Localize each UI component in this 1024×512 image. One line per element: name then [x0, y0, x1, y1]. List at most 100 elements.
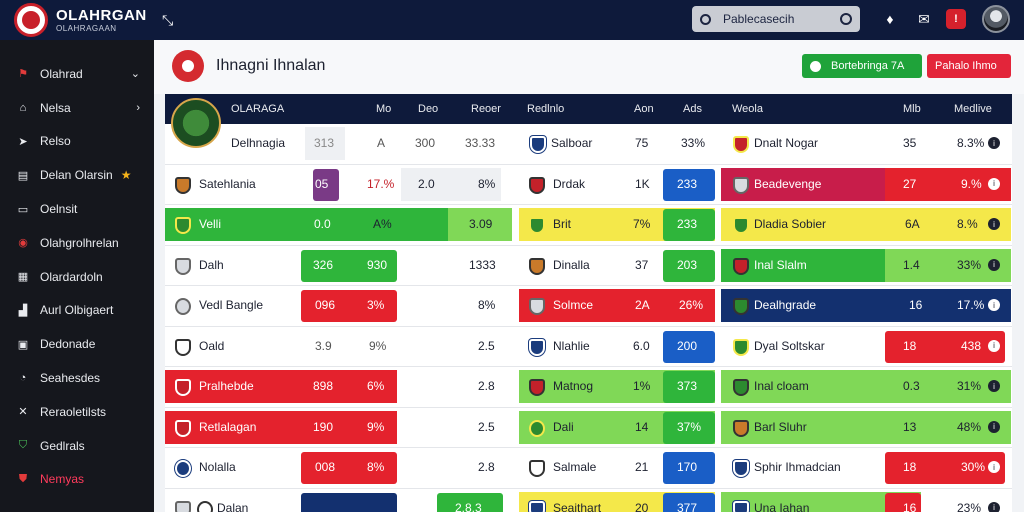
- team-name[interactable]: Pralhebde: [199, 379, 254, 393]
- sidebar-item-1[interactable]: ⌂ Nelsa ›: [0, 91, 154, 125]
- green-action-button[interactable]: Bortebringa 7A: [802, 54, 922, 78]
- team-name[interactable]: Velli: [199, 217, 222, 231]
- team-name[interactable]: Delhnagia: [231, 136, 286, 150]
- team-name[interactable]: Nlahlie: [553, 338, 590, 353]
- team-name[interactable]: Inal cloam: [754, 379, 809, 393]
- column-header[interactable]: Aon: [634, 103, 654, 115]
- star-icon[interactable]: ★: [120, 168, 132, 183]
- team-name[interactable]: Barl Sluhr: [754, 419, 807, 434]
- team-name[interactable]: Salboar: [551, 136, 593, 150]
- ticket-icon[interactable]: ✉: [918, 10, 930, 27]
- table-row[interactable]: Satehlania 05 17.% 2.0 8% Drdak 1K 233 B…: [165, 165, 1012, 205]
- notification-icon[interactable]: !: [946, 9, 966, 29]
- info-icon[interactable]: i: [988, 339, 1000, 352]
- info-icon[interactable]: i: [988, 258, 1000, 271]
- sidebar-item-0[interactable]: ⚑ Olahrad ⌄: [0, 57, 154, 91]
- sidebar-item-label: Relso: [40, 134, 71, 149]
- table-row[interactable]: Dalan 2.8.3 Seaithart 20 377 Una Iahan 1…: [165, 489, 1012, 512]
- team-name[interactable]: Brit: [553, 217, 571, 231]
- chevron-right-icon[interactable]: ›: [136, 101, 140, 114]
- table-row[interactable]: Nolalla 008 8% 2.8 Salmale 21 170 Sphir …: [165, 448, 1012, 489]
- team-name[interactable]: Retlalagan: [199, 419, 257, 434]
- column-header[interactable]: Weola: [732, 103, 763, 115]
- team-name[interactable]: Dealhgrade: [754, 298, 817, 312]
- team-name[interactable]: Dnalt Nogar: [754, 136, 819, 150]
- team-name[interactable]: Una Iahan: [754, 500, 810, 512]
- column-header[interactable]: Redlnlo: [527, 103, 565, 115]
- team-name[interactable]: Satehlania: [199, 176, 256, 191]
- table-row[interactable]: Retlalagan 190 9% 2.5 Dali 14 37% Barl S…: [165, 408, 1012, 448]
- team-name[interactable]: Solmce: [553, 298, 594, 312]
- avatar[interactable]: [982, 5, 1010, 33]
- cell: 35: [903, 136, 917, 150]
- club-shield-icon: [175, 379, 191, 396]
- table-row[interactable]: Vedl Bangle 096 3% 8% Solmce 2A 26% Deal…: [165, 286, 1012, 327]
- red-action-button[interactable]: Pahalo Ihmo: [927, 54, 1011, 78]
- sidebar-item-10[interactable]: ✕ Reraoletilsts: [0, 395, 154, 429]
- chevron-down-icon[interactable]: ⌄: [130, 68, 140, 81]
- team-name[interactable]: Dinalla: [553, 257, 590, 272]
- sidebar-item-6[interactable]: ▦ Olardardoln: [0, 260, 154, 294]
- info-icon[interactable]: i: [988, 461, 1000, 473]
- column-header[interactable]: Ads: [683, 103, 702, 115]
- team-name[interactable]: Nolalla: [199, 460, 236, 474]
- team-name[interactable]: Dali: [553, 419, 574, 434]
- sidebar-item-2[interactable]: ➤ Relso: [0, 125, 154, 159]
- info-icon[interactable]: i: [988, 380, 1000, 392]
- team-name[interactable]: Salmale: [553, 460, 597, 474]
- cell: 6A: [905, 217, 920, 231]
- club-shield-icon: [529, 338, 545, 356]
- team-name[interactable]: Seaithart: [553, 500, 602, 512]
- sidebar-item-8[interactable]: ▣ Dedonade: [0, 327, 154, 361]
- search-input[interactable]: [723, 12, 833, 26]
- column-header[interactable]: OLARAGA: [231, 103, 285, 115]
- info-icon[interactable]: i: [988, 137, 1000, 149]
- sidebar-item-5[interactable]: ◉ Olahgrolhrelan: [0, 226, 154, 260]
- brand[interactable]: OLAHRGAN OLAHRAGAAN: [0, 3, 150, 37]
- info-icon[interactable]: i: [988, 218, 1000, 230]
- team-name[interactable]: Dalan: [217, 500, 249, 512]
- trophy-icon[interactable]: ♦: [886, 11, 894, 27]
- column-header[interactable]: Mlb: [903, 103, 921, 115]
- sidebar-item-label: Olahgrolhrelan: [40, 235, 119, 250]
- table-row[interactable]: Pralhebde 898 6% 2.8 Matnog 1% 373 Inal …: [165, 367, 1012, 408]
- column-header[interactable]: Medlive: [954, 103, 992, 115]
- cell: 3%: [367, 298, 385, 312]
- ticket-icon: ➤: [18, 135, 28, 148]
- column-header[interactable]: Reoer: [471, 103, 501, 115]
- team-name[interactable]: Inal Slalm: [754, 257, 807, 272]
- info-icon[interactable]: i: [988, 177, 1000, 190]
- team-name[interactable]: Vedl Bangle: [199, 298, 264, 312]
- sidebar-item-4[interactable]: ▭ Oelnsit: [0, 192, 154, 226]
- sidebar-item-7[interactable]: ▟ Aurl Olbigaert: [0, 294, 154, 328]
- search-bar[interactable]: [692, 6, 860, 32]
- team-name[interactable]: Beadevenge: [754, 176, 822, 191]
- team-name[interactable]: Oald: [199, 338, 225, 353]
- sidebar-item-12[interactable]: ⛊ Nemyas: [0, 463, 154, 497]
- collapse-arrows-icon[interactable]: ⤡: [162, 11, 174, 28]
- sidebar-item-3[interactable]: ▤ Delan Olarsin ★: [0, 158, 154, 192]
- table-row[interactable]: Oald 3.9 9% 2.5 Nlahlie 6.0 200 Dyal Sol…: [165, 327, 1012, 367]
- sidebar-item-11[interactable]: ⛉ Gedlrals: [0, 429, 154, 463]
- sidebar-item-label: Reraoletilsts: [40, 404, 107, 419]
- info-icon[interactable]: i: [988, 299, 1000, 311]
- team-name[interactable]: Dladia Sobier: [754, 217, 827, 231]
- table-row[interactable]: Delhnagia 313 A 300 33.33 Salboar 75 33%…: [165, 124, 1012, 165]
- table-row[interactable]: Dalh 326 930 1333 Dinalla 37 203 Inal Sl…: [165, 246, 1012, 286]
- cell: 6.0: [633, 338, 650, 353]
- info-icon[interactable]: i: [988, 420, 1000, 433]
- home-icon: ⌂: [19, 101, 27, 114]
- column-header[interactable]: Deo: [418, 103, 439, 115]
- team-name[interactable]: Sphir Ihmadcian: [754, 460, 841, 474]
- team-name[interactable]: Matnog: [553, 379, 594, 393]
- voice-icon[interactable]: [840, 13, 852, 25]
- info-icon[interactable]: i: [988, 501, 1000, 512]
- sidebar-item-9[interactable]: ◔ Seahesdes: [0, 361, 154, 395]
- team-name[interactable]: Dyal Soltskar: [754, 338, 825, 353]
- team-name[interactable]: Dalh: [199, 257, 224, 272]
- table-row[interactable]: Velli 0.0 A% 3.09 Brit 7% 233 Dladia Sob…: [165, 205, 1012, 246]
- column-header[interactable]: Mo: [376, 103, 392, 115]
- brand-subtitle: OLAHRAGAAN: [56, 23, 117, 33]
- shield-icon: ⛉: [18, 439, 28, 452]
- team-name[interactable]: Drdak: [553, 176, 586, 191]
